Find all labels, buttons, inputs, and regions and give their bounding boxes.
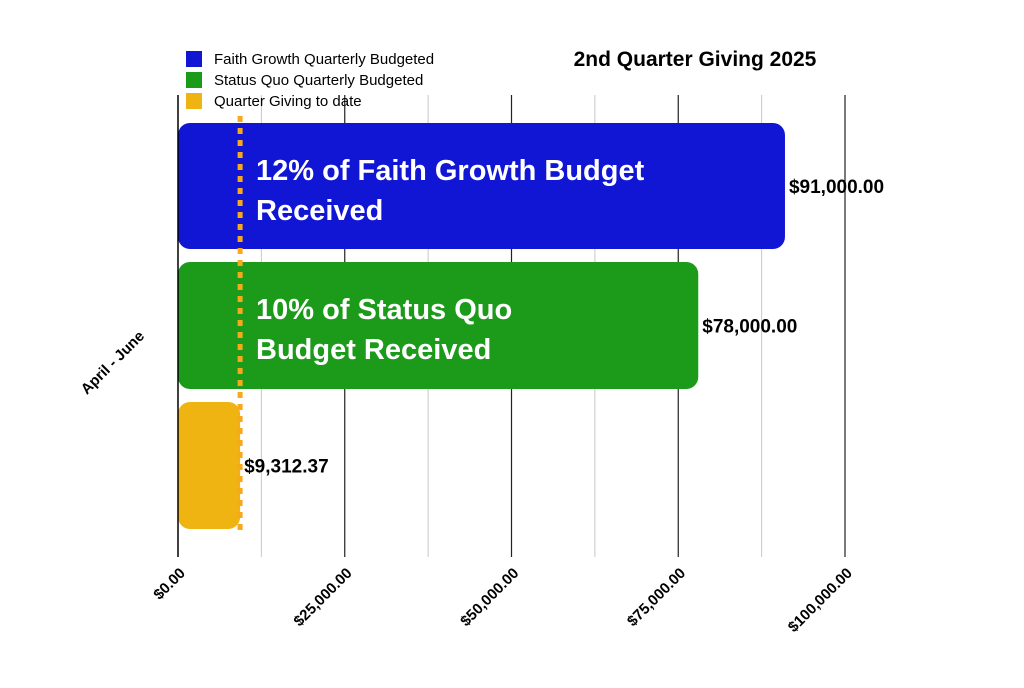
legend-label: Status Quo Quarterly Budgeted: [214, 72, 423, 89]
bar-inner-label: Budget Received: [256, 334, 491, 366]
legend: Faith Growth Quarterly Budgeted Status Qu…: [186, 51, 434, 110]
bar-0: [178, 123, 785, 249]
x-tick-label: $50,000.00: [457, 565, 522, 630]
bar-inner-label: 10% of Status Quo: [256, 294, 512, 326]
bar-value-label: $91,000.00: [789, 177, 884, 198]
bars: [178, 123, 785, 529]
legend-label: Faith Growth Quarterly Budgeted: [214, 51, 434, 68]
legend-swatch: [186, 72, 202, 88]
x-tick-label: $100,000.00: [785, 565, 856, 636]
x-tick-label: $0.00: [150, 565, 189, 604]
bar-inner-label: 12% of Faith Growth Budget: [256, 155, 645, 187]
category-label: April - June: [78, 328, 148, 398]
bar-2: [178, 402, 241, 529]
x-tick-label: $25,000.00: [290, 565, 355, 630]
chart-title: 2nd Quarter Giving 2025: [574, 48, 817, 71]
bar-labels: $91,000.00 12% of Faith Growth Budget Rece…: [244, 155, 884, 478]
bar-1: [178, 262, 699, 389]
bar-inner-label: Received: [256, 195, 383, 227]
legend-swatch: [186, 93, 202, 109]
bar-value-label: $78,000.00: [702, 317, 797, 338]
legend-label: Quarter Giving to date: [214, 93, 362, 110]
x-tick-label: $75,000.00: [624, 565, 689, 630]
legend-swatch: [186, 51, 202, 67]
bar-value-label: $9,312.37: [244, 457, 329, 478]
